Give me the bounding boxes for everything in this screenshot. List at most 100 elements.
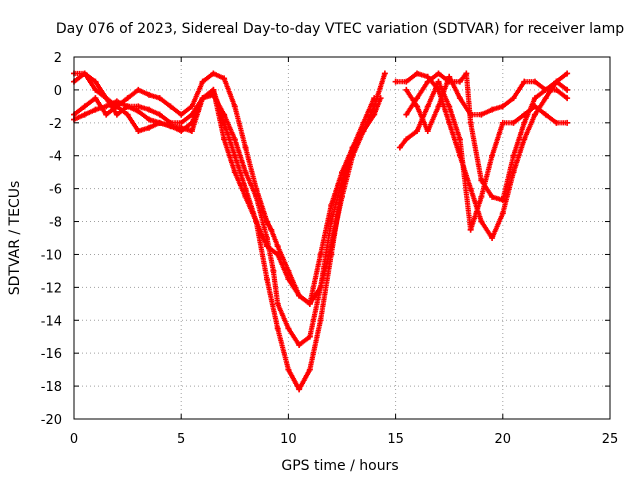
data-point [146,116,153,123]
data-point [103,111,110,118]
x-tick-label: 15 [387,432,404,447]
data-point [499,210,506,217]
data-point [467,119,474,126]
y-axis-title: SDTVAR / TECUs [7,181,23,296]
data-point [242,193,249,200]
data-point [456,136,463,143]
data-point [146,91,153,98]
data-point [414,128,421,135]
data-point [392,78,399,85]
data-point [467,111,474,118]
data-point [103,95,110,102]
data-point [489,235,496,241]
data-point [270,267,277,274]
data-point [188,103,195,110]
data-point [377,95,384,102]
data-point [424,78,431,85]
data-point [478,177,485,184]
x-tick-label: 0 [70,432,78,447]
data-point [274,251,281,258]
data-point [467,226,474,233]
data-point [403,136,410,143]
data-point [499,119,506,126]
data-point [188,119,195,126]
data-point [446,73,453,80]
data-point [478,111,485,118]
data-point [349,144,356,151]
data-point [446,103,453,110]
data-point [285,325,292,332]
data-point [274,243,281,250]
data-point [188,128,195,135]
y-tick-label: -20 [41,413,62,428]
data-point [199,78,206,85]
data-point [156,111,163,118]
data-point [231,136,238,143]
data-point [167,123,174,130]
data-point [446,119,453,126]
data-point [263,276,270,283]
data-series-7 [396,78,571,233]
y-tick-label: -8 [49,216,62,231]
data-point [92,106,99,113]
data-point [542,111,549,118]
y-tick-label: -4 [49,150,62,165]
data-point [210,70,217,77]
data-point [103,103,110,110]
data-point [263,243,270,250]
data-point [328,202,335,209]
data-point [178,111,185,118]
data-point [360,128,367,135]
data-point [510,119,517,126]
data-point [285,366,292,373]
data-point [489,193,496,200]
data-point [274,300,281,307]
data-point [221,75,228,82]
y-tick-label: 0 [54,84,62,99]
data-point [296,386,303,393]
data-point [414,70,421,77]
data-point [510,152,517,159]
data-point [403,78,410,85]
data-point [424,103,431,110]
data-point [210,86,217,93]
data-point [456,95,463,102]
data-point [553,86,560,93]
data-point [499,103,506,110]
chart-title: Day 076 of 2023, Sidereal Day-to-day VTE… [56,21,624,37]
data-point [381,70,388,77]
data-point [124,95,131,102]
data-point [521,111,528,118]
data-point [463,70,470,77]
data-point [414,103,421,110]
data-point [478,218,485,225]
data-point [231,152,238,159]
y-tick-label: -16 [41,347,62,362]
data-point [553,78,560,85]
data-point [360,119,367,126]
data-point [564,86,571,93]
data-point [424,128,431,135]
data-point [531,78,538,85]
data-point [135,128,142,135]
plot-frame [73,56,611,420]
data-point [435,78,442,85]
data-point [467,185,474,192]
data-point [403,111,410,118]
y-tick-label: -14 [41,314,62,329]
data-point [478,193,485,200]
data-point [339,185,345,192]
data-point [92,95,99,102]
data-point [178,128,185,135]
data-point [489,152,496,159]
data-point [135,86,142,93]
data-point [521,78,528,85]
data-point [242,169,249,176]
data-point [489,106,496,113]
data-point [135,108,142,115]
data-point [221,136,228,143]
data-point [371,95,378,102]
data-point [456,78,463,85]
data-point [371,111,378,118]
data-point [564,70,571,77]
